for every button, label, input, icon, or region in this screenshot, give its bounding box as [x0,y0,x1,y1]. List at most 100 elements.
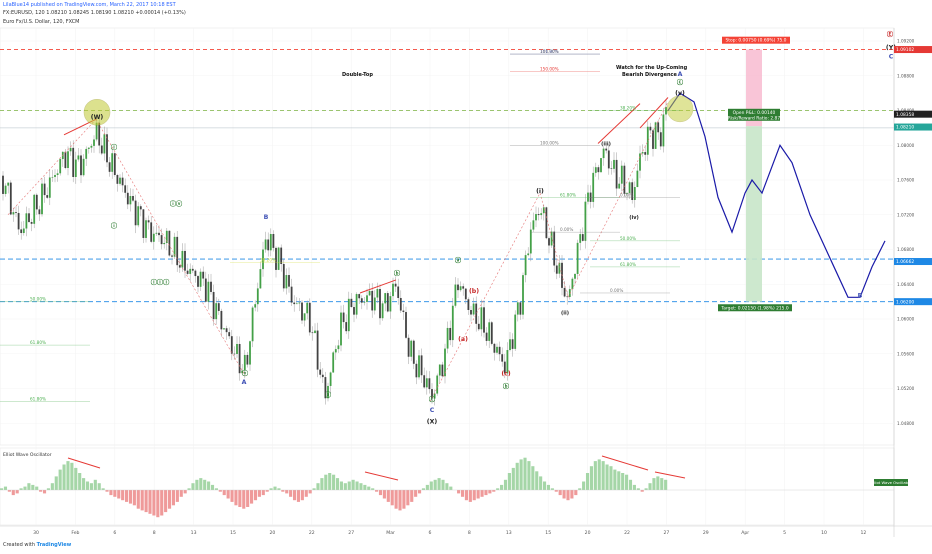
oscillator-axis-label: Elliot Wave Oscillator [871,480,912,485]
wave-label: (a) [458,336,468,343]
candle-body [256,288,259,305]
candle-body [418,355,420,378]
oscillator-bar [570,490,574,499]
oscillator-bar [207,481,211,490]
candle-body [103,134,106,154]
candle-body [340,312,342,346]
wave-label: ⓘ [111,144,118,152]
candle-body [350,298,353,308]
candle-body [631,182,634,200]
wave-label: (b) [469,288,479,295]
oscillator-bar [554,490,558,492]
tradingview-logo[interactable]: TradingView [36,542,72,548]
oscillator-bar [406,490,410,506]
candle-body [100,145,103,154]
oscillator-bar [31,484,35,490]
oscillator-bar [39,490,43,492]
x-tick-label: 30 [33,530,39,536]
candle-body [579,234,582,243]
candle-body [28,213,30,222]
candle-body [644,152,647,155]
candle-body [511,339,514,349]
oscillator-bar [285,490,289,494]
candle-body [173,236,176,257]
candle-body [17,213,20,230]
candle-body [652,130,654,149]
candle-body [67,151,69,168]
oscillator-bar [121,490,125,501]
candle-body [459,286,462,291]
publisher-line[interactable]: LilaBlue14 published on TradingView.com,… [3,2,176,8]
wave-label: C [889,53,894,60]
wave-label: ⓑ [503,383,510,391]
candle-body [35,194,38,210]
oscillator-bar [199,478,203,490]
oscillator-bar [542,481,547,490]
fib-label: 61.80% [620,262,636,267]
candle-body [46,195,49,198]
wave-label: (Y) [886,45,896,52]
candle-body [613,159,615,169]
candle-body [56,173,59,176]
oscillator-bar [105,490,109,492]
candle-body [607,150,610,169]
oscillator-bar [246,490,250,507]
wave-label: Ⓔ [887,31,894,39]
candle-body [80,155,82,176]
oscillator-bar [605,464,609,490]
oscillator-bar [257,490,261,497]
oscillator-bar [441,479,445,490]
candle-body [285,275,288,289]
candle-body [139,206,142,210]
wave-label: ⓒ [429,396,436,404]
oscillator-bar [410,490,414,502]
oscillator-bar [339,481,343,490]
open-pnl-label-bg [728,108,780,121]
candle-body [548,238,550,246]
oscillator-bar [535,471,539,490]
candle-body [636,170,639,188]
candle-body [282,264,285,289]
oscillator-bar [144,490,148,513]
oscillator-bar [597,459,601,490]
candle-body [74,159,77,177]
candle-body [353,307,355,315]
x-tick-label: 20 [269,530,275,536]
oscillator-bar [335,478,340,490]
top-highlight [666,95,694,123]
oscillator-bar [250,490,254,504]
candle-body [48,177,51,198]
oscillator-divergence-line [364,471,399,481]
oscillator-bar [82,478,86,490]
oscillator-bar [574,490,578,496]
candle-body [553,231,556,266]
oscillator-bar [394,490,398,509]
oscillator-bar [613,469,617,490]
wave-trendline [429,192,541,402]
oscillator-bar [656,476,660,490]
candle-body [150,222,153,242]
candle-body [587,192,589,202]
oscillator-bar [19,488,23,490]
candle-body [306,302,309,314]
fib-label: 0.00% [610,288,623,293]
oscillator-bar [304,490,308,497]
oscillator-bar [128,490,133,504]
candle-body [87,147,90,149]
open-pnl-label-text: Risk/Reward Ratio: 2.87 [728,115,780,121]
candle-body [316,330,319,370]
double-top-label: Double-Top [342,72,373,78]
x-tick-label: 13 [506,530,512,536]
wave-label: ⓒ [677,78,684,86]
oscillator-bar [417,490,422,494]
oscillator-bar [621,473,625,490]
candle-body [85,148,88,159]
wave-trendline [539,192,569,298]
candle-body [137,206,140,226]
price-tick-label: 1.07200 [897,212,915,217]
candle-body [376,288,379,298]
oscillator-bar [558,490,562,496]
candle-body [249,341,251,365]
